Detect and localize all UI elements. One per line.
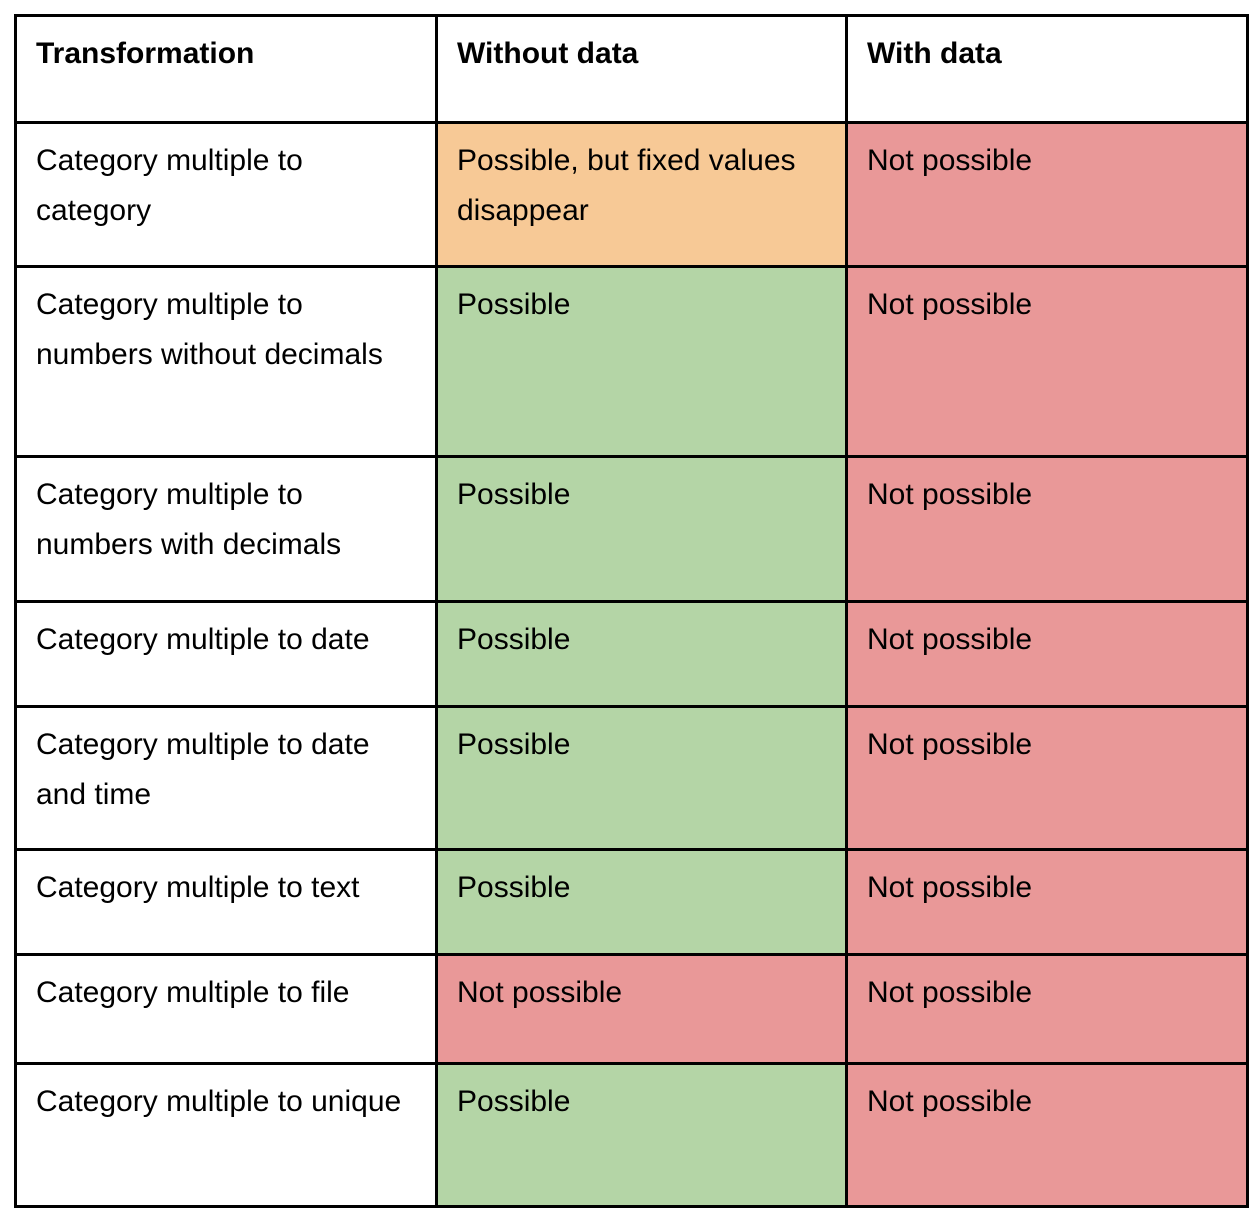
cell-with-data: Not possible xyxy=(845,705,1249,851)
cell-transformation: Category multiple to date and time xyxy=(14,705,438,851)
cell-with-data: Not possible xyxy=(845,953,1249,1065)
cell-with-data: Not possible xyxy=(845,848,1249,956)
cell-without-data: Possible xyxy=(435,705,848,851)
table-row: Category multiple to unique Possible Not… xyxy=(14,1062,1249,1208)
header-without-data: Without data xyxy=(435,14,848,124)
table-row: Category multiple to category Possible, … xyxy=(14,121,1249,268)
cell-with-data: Not possible xyxy=(845,455,1249,603)
table-row: Category multiple to numbers without dec… xyxy=(14,265,1249,458)
cell-with-data: Not possible xyxy=(845,1062,1249,1208)
cell-without-data: Possible xyxy=(435,265,848,458)
cell-with-data: Not possible xyxy=(845,265,1249,458)
cell-without-data: Not possible xyxy=(435,953,848,1065)
cell-transformation: Category multiple to category xyxy=(14,121,438,268)
header-with-data: With data xyxy=(845,14,1249,124)
cell-without-data: Possible xyxy=(435,600,848,708)
table-row: Category multiple to date and time Possi… xyxy=(14,705,1249,851)
table-row: Category multiple to file Not possible N… xyxy=(14,953,1249,1065)
table-row: Category multiple to numbers with decima… xyxy=(14,455,1249,603)
cell-transformation: Category multiple to file xyxy=(14,953,438,1065)
cell-without-data: Possible xyxy=(435,1062,848,1208)
cell-transformation: Category multiple to date xyxy=(14,600,438,708)
cell-transformation: Category multiple to numbers without dec… xyxy=(14,265,438,458)
header-transformation: Transformation xyxy=(14,14,438,124)
cell-with-data: Not possible xyxy=(845,600,1249,708)
cell-transformation: Category multiple to numbers with decima… xyxy=(14,455,438,603)
cell-with-data: Not possible xyxy=(845,121,1249,268)
cell-transformation: Category multiple to text xyxy=(14,848,438,956)
cell-without-data: Possible, but fixed values disappear xyxy=(435,121,848,268)
table-row: Category multiple to date Possible Not p… xyxy=(14,600,1249,708)
cell-transformation: Category multiple to unique xyxy=(14,1062,438,1208)
header-row: Transformation Without data With data xyxy=(14,14,1249,124)
transformation-matrix-table: Transformation Without data With data Ca… xyxy=(14,14,1249,1208)
cell-without-data: Possible xyxy=(435,455,848,603)
cell-without-data: Possible xyxy=(435,848,848,956)
table-row: Category multiple to text Possible Not p… xyxy=(14,848,1249,956)
